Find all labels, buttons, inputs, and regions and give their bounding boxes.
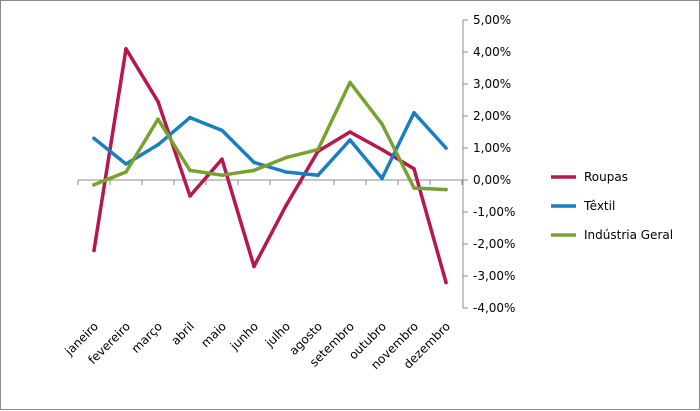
y-tick-label: -1,00% (473, 205, 515, 219)
data-point (316, 173, 320, 177)
y-tick-label: -4,00% (473, 301, 515, 315)
data-point (92, 136, 96, 141)
data-point (92, 183, 96, 187)
x-tick-label: março (129, 319, 166, 356)
data-point (156, 117, 160, 121)
data-point (348, 130, 352, 134)
legend-label: Roupas (584, 170, 628, 184)
data-point (412, 111, 416, 115)
data-point (348, 80, 352, 85)
y-tick-label: -2,00% (473, 237, 515, 251)
data-point (412, 186, 416, 190)
y-tick-label: 2,00% (473, 109, 511, 123)
x-tick-label: junho (227, 319, 261, 353)
data-point (188, 115, 192, 120)
y-tick-label: -3,00% (473, 269, 515, 283)
data-point (444, 146, 448, 150)
legend-label: Indústria Geral (584, 228, 673, 242)
data-point (284, 155, 288, 160)
data-point (124, 47, 128, 51)
data-point (380, 176, 384, 181)
data-point (220, 173, 224, 177)
data-point (188, 168, 192, 173)
data-point (444, 280, 448, 285)
data-point (348, 138, 352, 142)
legend-label: Têxtil (583, 199, 615, 213)
data-point (124, 162, 128, 166)
y-tick-label: 3,00% (473, 77, 511, 91)
y-tick-label: 1,00% (473, 141, 511, 155)
series-line-1 (92, 111, 448, 181)
data-point (284, 203, 288, 208)
y-tick-label: 4,00% (473, 45, 511, 59)
data-point (316, 147, 320, 152)
y-tick-label: 0,00% (473, 173, 511, 187)
data-point (284, 170, 288, 174)
data-point (124, 170, 128, 174)
series-line-2 (92, 80, 448, 192)
data-point (380, 122, 384, 126)
data-point (156, 99, 160, 104)
data-point (444, 187, 448, 192)
data-point (156, 143, 160, 147)
x-tick-label: maio (198, 319, 229, 350)
y-tick-label: 5,00% (473, 13, 511, 27)
data-point (188, 194, 192, 198)
data-point (220, 128, 224, 133)
series-line-0 (92, 47, 448, 285)
data-point (220, 157, 224, 161)
data-point (252, 264, 256, 269)
data-point (252, 160, 256, 165)
data-point (412, 167, 416, 171)
data-point (92, 248, 96, 253)
data-point (380, 147, 384, 152)
x-tick-label: abril (168, 319, 197, 348)
data-point (252, 168, 256, 173)
